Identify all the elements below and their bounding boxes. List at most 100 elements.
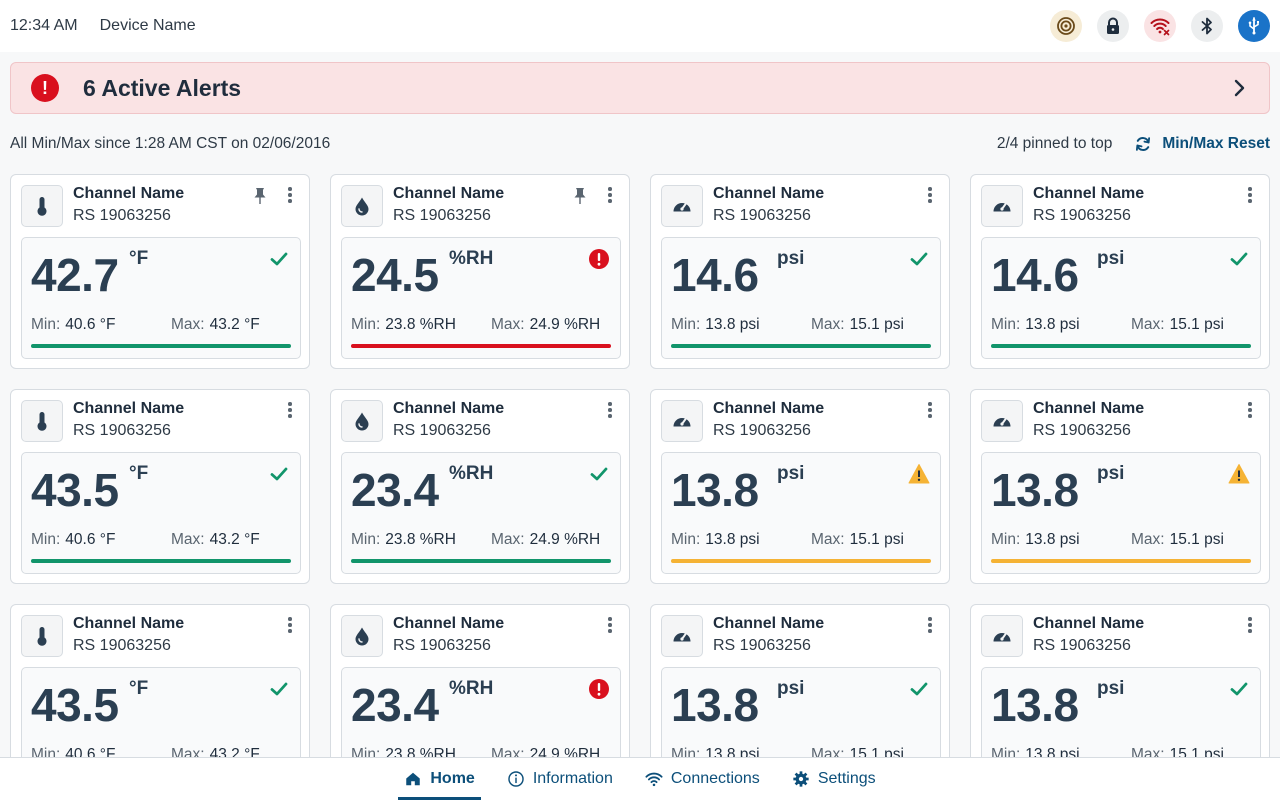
reading-value: 24.5: [351, 249, 439, 301]
reading-unit: psi: [777, 678, 805, 699]
min-label: Min:: [671, 316, 701, 333]
more-options-icon[interactable]: [923, 185, 937, 205]
wifi-target-icon[interactable]: [1050, 10, 1082, 42]
more-options-icon[interactable]: [283, 615, 297, 635]
min-label: Min:: [671, 531, 701, 548]
minmax-since-text: All Min/Max since 1:28 AM CST on 02/06/2…: [10, 135, 331, 152]
chevron-right-icon: [1234, 79, 1245, 97]
min-reading: Min: 40.6 °F: [31, 316, 115, 334]
channel-name: Channel Name: [1033, 400, 1145, 417]
alert-circle-icon: !: [31, 74, 59, 102]
max-label: Max:: [491, 531, 525, 548]
channel-card[interactable]: Channel Name RS 19063256 13.8 psi Min: 13…: [650, 389, 950, 584]
bluetooth-icon[interactable]: [1191, 10, 1223, 42]
wifi-icon: [645, 770, 671, 788]
check-icon: [1230, 682, 1248, 696]
status-indicator: [1228, 248, 1250, 270]
channel-card[interactable]: Channel Name RS 19063256 14.6 psi Min: 13…: [650, 174, 950, 369]
channel-card[interactable]: Channel Name RS 19063256 13.8 psi Min: 13…: [650, 604, 950, 757]
min-label: Min:: [671, 746, 701, 757]
channel-serial: RS 19063256: [393, 422, 491, 439]
channel-name: Channel Name: [1033, 185, 1145, 202]
min-reading: Min: 13.8 psi: [671, 531, 760, 549]
more-options-icon[interactable]: [603, 400, 617, 420]
min-reading: Min: 13.8 psi: [991, 316, 1080, 334]
min-value: 23.8 %RH: [385, 746, 456, 757]
status-indicator: [588, 463, 610, 485]
clock: 12:34 AM: [10, 17, 78, 34]
channel-name: Channel Name: [393, 185, 505, 202]
nav-home[interactable]: Home: [398, 758, 482, 800]
reading-value: 42.7: [31, 249, 119, 301]
more-options-icon[interactable]: [603, 185, 617, 205]
status-bar-line: [671, 344, 931, 348]
max-value: 15.1 psi: [1169, 746, 1224, 757]
channel-name: Channel Name: [1033, 615, 1145, 632]
info-icon: [507, 770, 533, 788]
max-reading: Max: 24.9 %RH: [491, 531, 600, 549]
nav-information[interactable]: Information: [501, 758, 619, 800]
thermometer-icon: [21, 185, 63, 227]
nav-settings[interactable]: Settings: [786, 758, 882, 800]
active-alerts-banner[interactable]: ! 6 Active Alerts: [10, 62, 1270, 114]
wifi-disconnected-icon[interactable]: [1144, 10, 1176, 42]
reading-panel: 43.5 °F Min: 40.6 °F Max: 43.2 °F: [21, 452, 301, 574]
min-value: 13.8 psi: [705, 531, 760, 548]
pressure-gauge-icon: [981, 400, 1023, 442]
min-label: Min:: [991, 316, 1021, 333]
status-bar-line: [351, 344, 611, 348]
more-options-icon[interactable]: [603, 615, 617, 635]
pin-icon[interactable]: [573, 187, 587, 205]
more-options-icon[interactable]: [923, 400, 937, 420]
reading-value: 43.5: [31, 464, 119, 516]
channel-card[interactable]: Channel Name RS 19063256 23.4 %RH Min: 23…: [330, 389, 630, 584]
max-label: Max:: [491, 746, 525, 757]
channel-card[interactable]: Channel Name RS 19063256 14.6 psi Min: 13…: [970, 174, 1270, 369]
more-options-icon[interactable]: [1243, 185, 1257, 205]
gear-icon: [792, 770, 818, 788]
reading-unit: %RH: [449, 678, 494, 699]
device-name: Device Name: [99, 17, 196, 34]
min-value: 13.8 psi: [1025, 316, 1080, 333]
channel-serial: RS 19063256: [1033, 637, 1131, 654]
channel-card[interactable]: Channel Name RS 19063256 13.8 psi Min: 13…: [970, 604, 1270, 757]
min-value: 40.6 °F: [65, 531, 116, 548]
bottom-navigation: Home Information Connections Settings: [0, 757, 1280, 800]
reading-unit: %RH: [449, 248, 494, 269]
lock-icon[interactable]: [1097, 10, 1129, 42]
more-options-icon[interactable]: [923, 615, 937, 635]
max-reading: Max: 15.1 psi: [1131, 316, 1224, 334]
max-reading: Max: 15.1 psi: [1131, 746, 1224, 757]
more-options-icon[interactable]: [1243, 400, 1257, 420]
max-value: 15.1 psi: [1169, 316, 1224, 333]
max-label: Max:: [811, 531, 845, 548]
more-options-icon[interactable]: [1243, 615, 1257, 635]
pin-icon[interactable]: [253, 187, 267, 205]
more-options-icon[interactable]: [283, 185, 297, 205]
max-value: 24.9 %RH: [529, 531, 601, 548]
status-indicator: [268, 248, 290, 270]
channel-card[interactable]: Channel Name RS 19063256 42.7 °F Min: 40.…: [10, 174, 310, 369]
max-reading: Max: 24.9 %RH: [491, 316, 600, 334]
min-value: 13.8 psi: [1025, 531, 1080, 548]
min-label: Min:: [991, 746, 1021, 757]
channel-serial: RS 19063256: [73, 422, 171, 439]
usb-icon[interactable]: [1238, 10, 1270, 42]
minmax-reset-button[interactable]: Min/Max Reset: [1134, 135, 1270, 153]
alert-circle-icon: [589, 679, 609, 699]
min-reading: Min: 23.8 %RH: [351, 531, 456, 549]
nav-connections[interactable]: Connections: [639, 758, 766, 800]
status-bar: 12:34 AM Device Name: [0, 0, 1280, 52]
minmax-info-row: All Min/Max since 1:28 AM CST on 02/06/2…: [10, 134, 1270, 154]
pressure-gauge-icon: [981, 615, 1023, 657]
pressure-gauge-icon: [661, 185, 703, 227]
channel-card[interactable]: Channel Name RS 19063256 43.5 °F Min: 40.…: [10, 604, 310, 757]
min-label: Min:: [991, 531, 1021, 548]
more-options-icon[interactable]: [283, 400, 297, 420]
channel-card[interactable]: Channel Name RS 19063256 24.5 %RH Min: 23…: [330, 174, 630, 369]
channel-card[interactable]: Channel Name RS 19063256 13.8 psi Min: 13…: [970, 389, 1270, 584]
reading-panel: 23.4 %RH Min: 23.8 %RH Max: 24.9 %RH: [341, 667, 621, 757]
channel-serial: RS 19063256: [393, 207, 491, 224]
channel-card[interactable]: Channel Name RS 19063256 43.5 °F Min: 40.…: [10, 389, 310, 584]
channel-card[interactable]: Channel Name RS 19063256 23.4 %RH Min: 23…: [330, 604, 630, 757]
